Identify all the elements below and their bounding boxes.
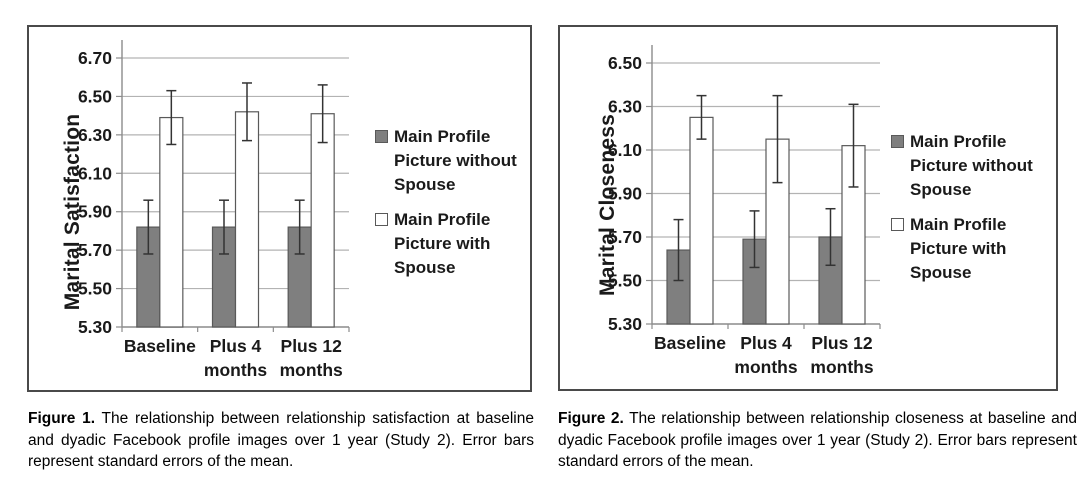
category-label: Plus 4 [740,333,792,353]
y-tick-label: 5.70 [78,240,112,260]
legend-item-without-spouse: Main Profile Picture without Spouse [891,130,1044,202]
y-tick-label: 6.50 [608,53,642,73]
category-label: months [280,360,343,380]
legend-item-with-spouse: Main Profile Picture with Spouse [375,208,528,280]
bar-with-spouse [310,113,335,328]
legend-label-without-spouse: Main Profile Picture without Spouse [910,132,1033,199]
white-bar-swatch-icon [891,218,904,231]
figure-1-panel: Marital Satisfaction 5.30 5.50 5.70 5.90 6.1… [27,25,532,392]
bar-with-spouse [159,116,184,328]
category-label: Plus 4 [210,336,262,356]
bar-with-spouse [234,111,260,328]
figure-2-panel: Marital Closeness 5.30 5.50 5.70 5.90 6.10 6.… [558,25,1058,391]
gray-bar-swatch-icon [891,135,904,148]
category-label: months [810,357,873,377]
y-tick-label: 5.50 [608,271,642,291]
figure-2-caption-label: Figure 2. [558,410,624,427]
y-tick-label: 5.70 [608,227,642,247]
figure-1-caption: Figure 1. The relationship between relat… [28,408,534,473]
y-tick-label: 6.30 [608,97,642,117]
category-label: Baseline [124,336,196,356]
y-tick-label: 5.90 [78,202,112,222]
figure-2-legend: Main Profile Picture without Spouse Main… [891,130,1044,285]
legend-item-with-spouse: Main Profile Picture with Spouse [891,213,1044,285]
bar-with-spouse [689,116,714,325]
figure-1-caption-text: The relationship between relationship sa… [28,410,534,470]
figure-1-caption-label: Figure 1. [28,410,96,427]
y-tick-label: 6.10 [78,163,112,183]
y-tick-label: 6.30 [78,125,112,145]
category-label: Baseline [654,333,726,353]
legend-label-with-spouse: Main Profile Picture with Spouse [910,215,1007,282]
y-tick-label: 5.30 [608,314,642,334]
y-tick-label: 6.50 [78,86,112,106]
figure-1-legend: Main Profile Picture without Spouse Main… [375,125,528,280]
y-tick-label: 6.70 [78,48,112,68]
y-tick-label: 6.10 [608,140,642,160]
legend-label-without-spouse: Main Profile Picture without Spouse [394,127,517,194]
figure-2-caption: Figure 2. The relationship between relat… [558,408,1077,473]
category-label: Plus 12 [281,336,343,356]
y-tick-label: 5.50 [78,279,112,299]
figure-2-plot: 5.30 5.50 5.70 5.90 6.10 6.30 6.50 Baseline Plus… [608,45,881,377]
category-label: Plus 12 [811,333,873,353]
y-tick-label: 5.30 [78,317,112,337]
legend-item-without-spouse: Main Profile Picture without Spouse [375,125,528,197]
figure-2-caption-text: The relationship between relationship cl… [558,410,1077,470]
y-tick-label: 5.90 [608,184,642,204]
category-label: months [204,360,267,380]
legend-label-with-spouse: Main Profile Picture with Spouse [394,210,491,277]
white-bar-swatch-icon [375,213,388,226]
gray-bar-swatch-icon [375,130,388,143]
category-label: months [734,357,797,377]
figure-1-plot: 5.30 5.50 5.70 5.90 6.10 6.30 6.50 6.70 Baseline… [78,40,350,380]
